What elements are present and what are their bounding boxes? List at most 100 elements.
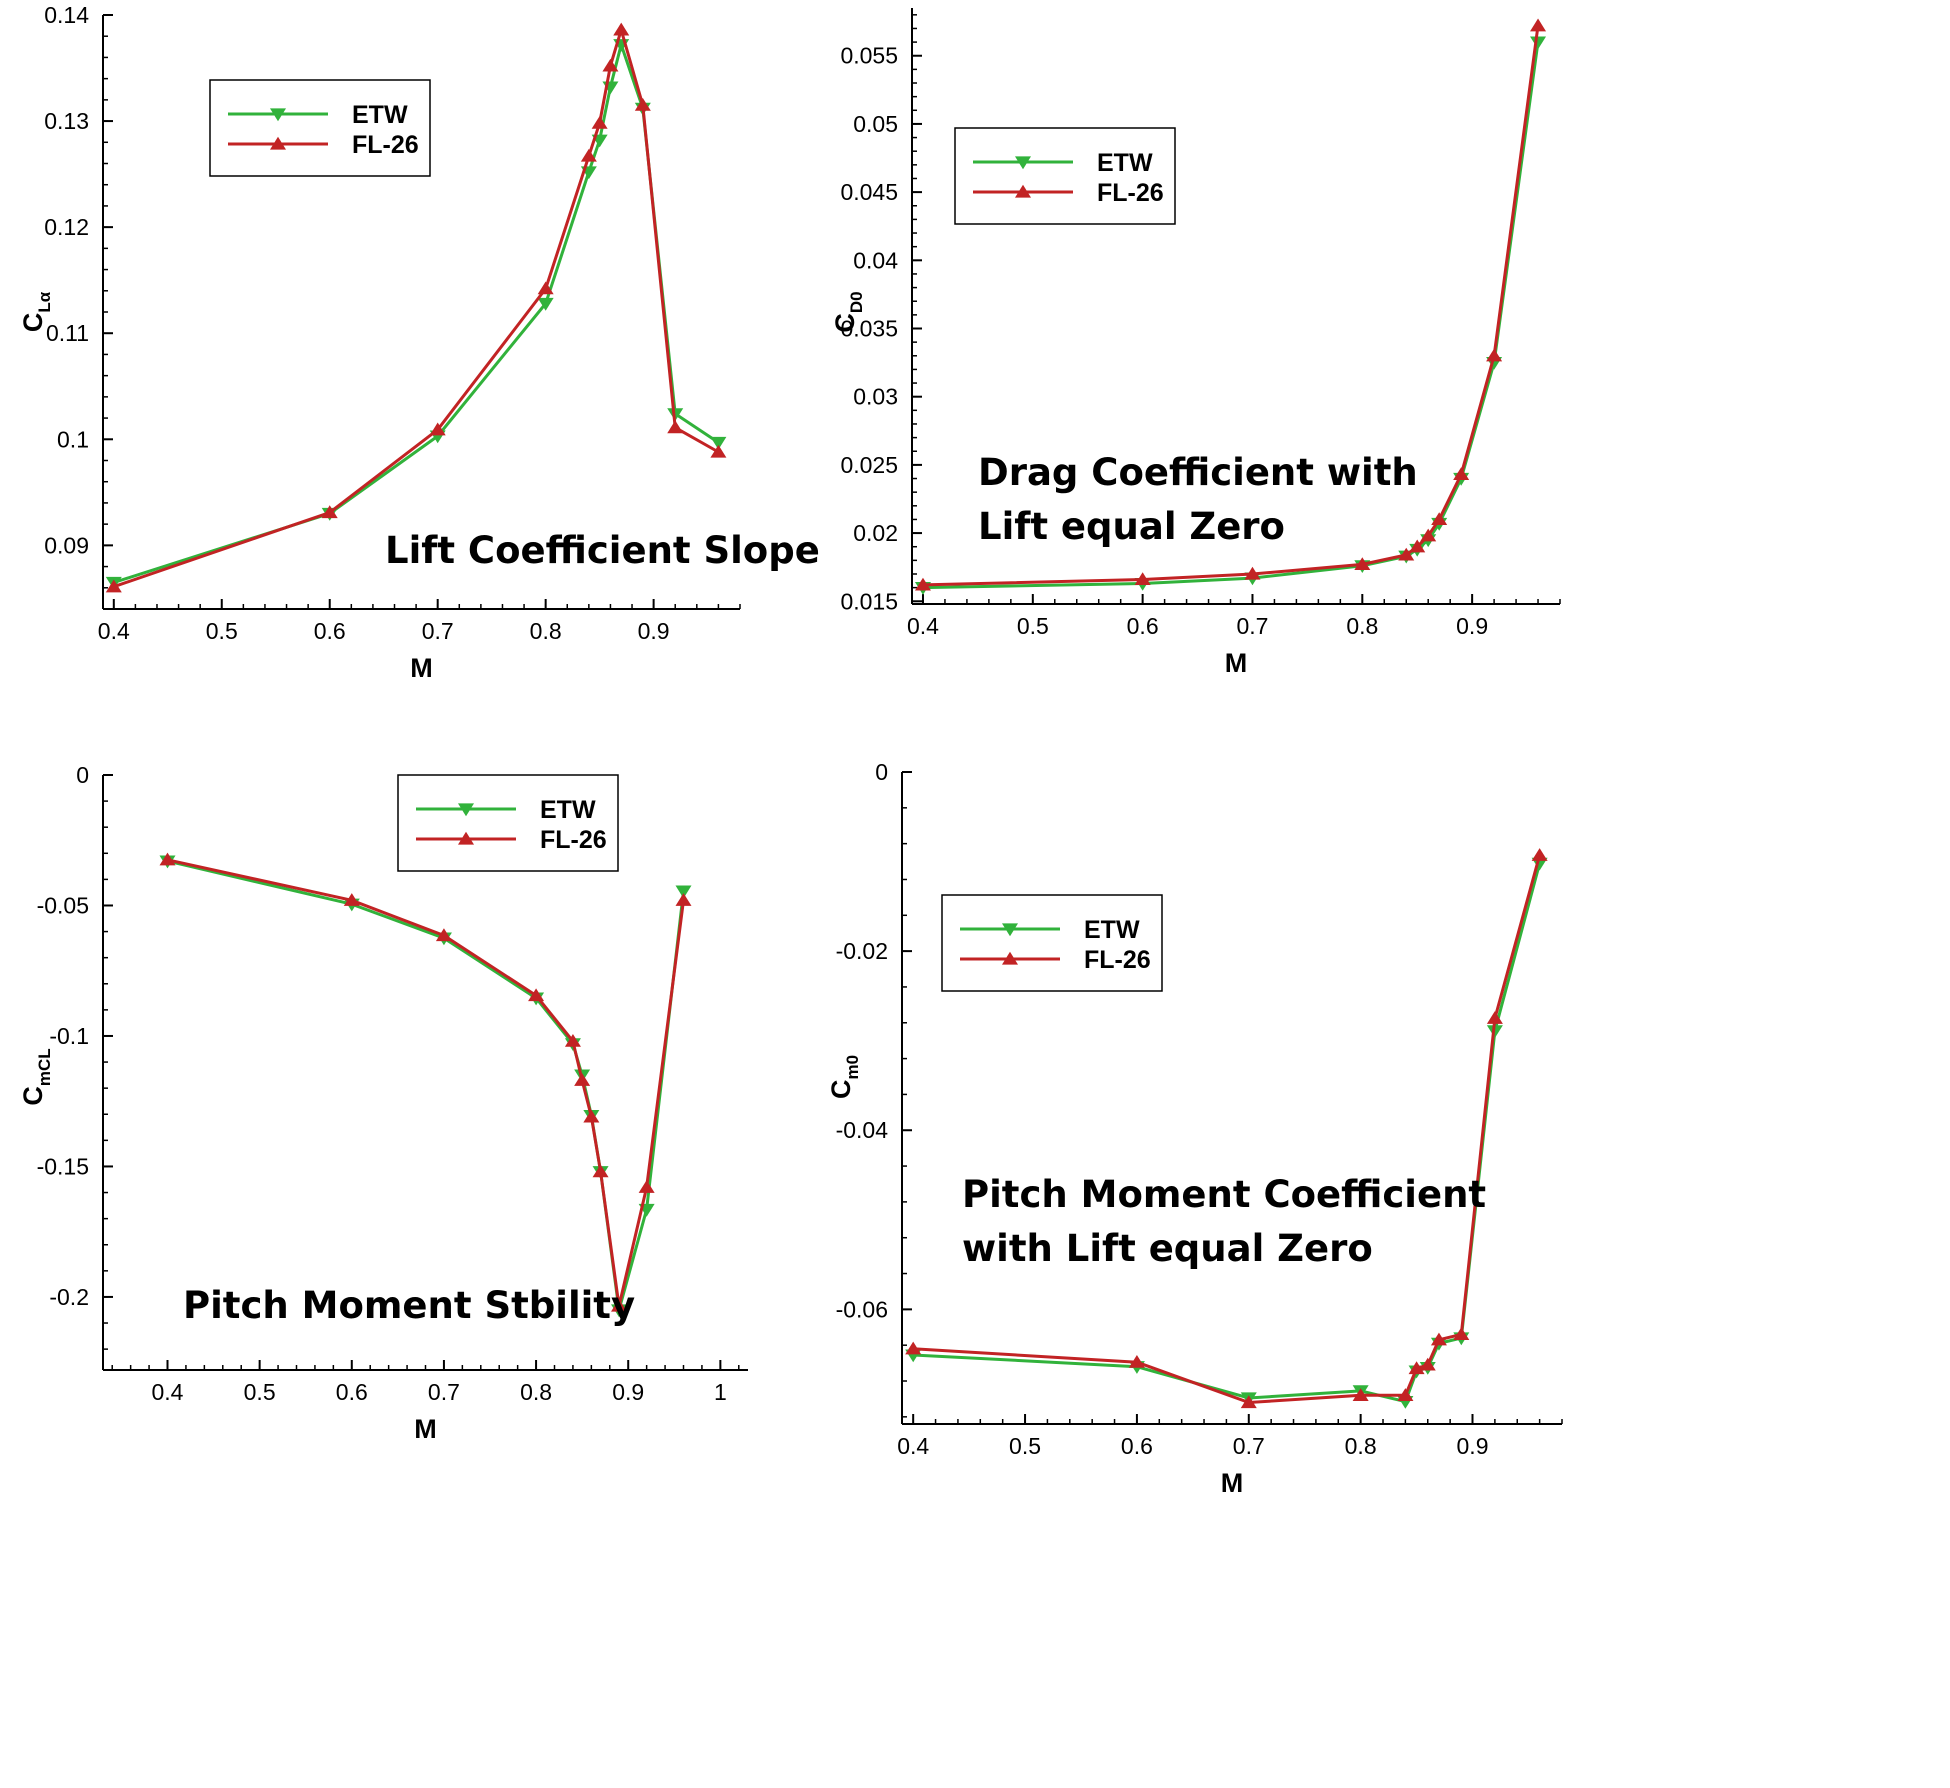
data-point-fl-26 xyxy=(1398,547,1415,561)
chart-annotation-title: with Lift equal Zero xyxy=(962,1227,1373,1270)
y-axis-label-main: C xyxy=(830,313,860,333)
x-tick-label: 0.7 xyxy=(1233,1433,1265,1459)
data-point-etw xyxy=(710,436,727,450)
chart-panel-4: 0.4 0.5 0.6 0.7 0.8 0.9 0 -0.02 -0.04 -0.06 M Cm0 ET… xyxy=(826,759,1563,1498)
legend-label: ETW xyxy=(1084,916,1140,944)
data-point-etw xyxy=(537,297,554,311)
data-point-fl-26 xyxy=(1453,1327,1470,1341)
chart-annotation-title: Lift Coefficient Slope xyxy=(385,529,820,572)
x-tick-label: 0.5 xyxy=(206,618,238,644)
legend-label: FL-26 xyxy=(1084,946,1151,974)
x-axis-label: M xyxy=(1221,1468,1244,1498)
legend-box xyxy=(941,894,1163,992)
x-tick-label: 0.6 xyxy=(1121,1433,1153,1459)
legend-marker xyxy=(1002,923,1018,937)
legend-marker xyxy=(458,803,474,817)
legend-label: FL-26 xyxy=(1097,179,1164,207)
y-axis-label-sub: D0 xyxy=(847,291,866,313)
chart-annotation-title: Drag Coefficient with xyxy=(978,451,1418,494)
x-tick-label: 0.9 xyxy=(1457,1433,1489,1459)
y-axis-label-sub: mCL xyxy=(35,1048,54,1086)
y-tick-label: 0.02 xyxy=(853,520,898,546)
x-tick-label: 0.6 xyxy=(314,618,346,644)
data-point-etw xyxy=(1530,36,1547,50)
y-tick-label: 0.045 xyxy=(840,179,898,205)
x-tick-label: 0.5 xyxy=(1017,613,1049,639)
y-tick-label: 0.09 xyxy=(44,532,89,558)
x-tick-label: 0.6 xyxy=(1127,613,1159,639)
legend-box xyxy=(397,774,619,872)
x-axis-label: M xyxy=(414,1414,437,1444)
x-tick-label: 0.9 xyxy=(612,1379,644,1405)
x-tick-label: 0.4 xyxy=(897,1433,929,1459)
data-point-fl-26 xyxy=(914,577,931,591)
data-point-etw xyxy=(1531,857,1548,871)
y-tick-label: 0.1 xyxy=(57,426,89,452)
x-tick-label: 0.8 xyxy=(1345,1433,1377,1459)
x-tick-label: 0.4 xyxy=(907,613,939,639)
y-tick-label: 0.055 xyxy=(840,43,898,69)
x-tick-label: 0.7 xyxy=(422,618,454,644)
data-point-fl-26 xyxy=(1128,1355,1145,1368)
data-point-fl-26 xyxy=(591,115,608,129)
x-axis-label: M xyxy=(410,653,433,683)
data-point-fl-26 xyxy=(1430,1332,1447,1346)
data-point-fl-26 xyxy=(1408,1361,1425,1375)
y-tick-label: -0.1 xyxy=(49,1023,89,1049)
data-point-fl-26 xyxy=(105,579,122,593)
x-axis-label: M xyxy=(1225,648,1248,678)
y-tick-label: 0.015 xyxy=(840,588,898,614)
x-tick-label: 0.5 xyxy=(1009,1433,1041,1459)
x-tick-label: 1 xyxy=(714,1379,727,1405)
data-point-fl-26 xyxy=(580,148,597,162)
x-tick-label: 0.9 xyxy=(1456,613,1488,639)
data-point-fl-26 xyxy=(1419,1357,1436,1371)
legend-label: ETW xyxy=(540,796,596,824)
chart-annotation-title: Pitch Moment Coefficient xyxy=(962,1173,1486,1216)
data-point-fl-26 xyxy=(1420,528,1437,542)
y-tick-label: -0.05 xyxy=(37,892,89,918)
series-line-fl-26 xyxy=(167,858,685,1307)
data-point-fl-26 xyxy=(1486,1011,1503,1024)
y-tick-label: 0 xyxy=(875,759,888,785)
y-tick-label: 0.12 xyxy=(44,214,89,240)
legend-marker xyxy=(270,136,286,150)
y-tick-label: 0.11 xyxy=(46,320,89,346)
data-point-fl-26 xyxy=(905,1341,922,1355)
data-point-fl-26 xyxy=(1397,1388,1414,1401)
data-point-fl-26 xyxy=(1240,1395,1257,1409)
chart-panel-1: 0.4 0.5 0.6 0.7 0.8 0.9 0.09 0.1 0.11 0.12 0.13 0.1… xyxy=(18,2,820,683)
y-axis-label-main: C xyxy=(18,313,48,333)
data-point-fl-26 xyxy=(528,988,545,1002)
y-tick-label: -0.2 xyxy=(49,1284,89,1310)
x-tick-label: 0.5 xyxy=(244,1379,276,1405)
data-point-fl-26 xyxy=(574,1073,591,1086)
data-point-fl-26 xyxy=(1531,848,1548,861)
data-point-fl-26 xyxy=(634,97,651,111)
legend-label: FL-26 xyxy=(352,131,419,159)
data-point-fl-26 xyxy=(638,1180,655,1193)
data-point-fl-26 xyxy=(1409,539,1426,553)
x-tick-label: 0.8 xyxy=(520,1379,552,1405)
legend-box xyxy=(954,127,1176,225)
legend-marker xyxy=(1015,156,1031,170)
chart-panel-3: 0.4 0.5 0.6 0.7 0.8 0.9 1 0 -0.05 -0.1 -0.15 -0.2 M C… xyxy=(18,762,748,1444)
x-tick-label: 0.8 xyxy=(530,618,562,644)
data-point-fl-26 xyxy=(613,22,630,36)
chart-annotation-title: Lift equal Zero xyxy=(978,505,1285,548)
series-line-fl-26 xyxy=(922,25,1540,587)
data-point-fl-26 xyxy=(667,420,684,434)
x-tick-label: 0.8 xyxy=(1346,613,1378,639)
data-point-fl-26 xyxy=(1486,348,1503,362)
y-axis-label: Cm0 xyxy=(826,1055,862,1099)
data-point-fl-26 xyxy=(583,1109,600,1123)
y-tick-label: -0.15 xyxy=(37,1153,89,1179)
data-point-fl-26 xyxy=(1354,557,1371,571)
data-point-fl-26 xyxy=(1530,18,1547,32)
y-axis-label-sub: Lα xyxy=(35,291,54,312)
y-tick-label: -0.04 xyxy=(836,1117,889,1143)
